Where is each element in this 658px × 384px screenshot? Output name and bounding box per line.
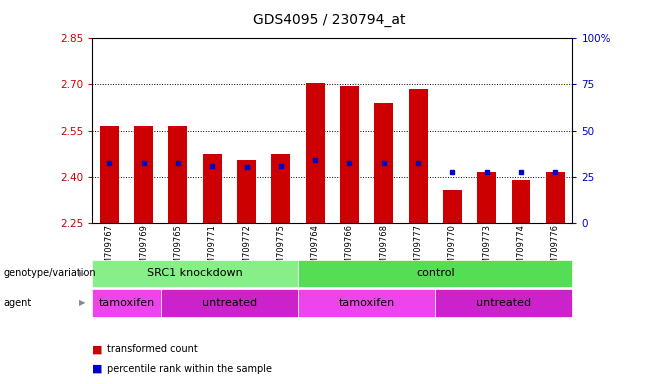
Bar <box>203 154 222 223</box>
Bar <box>306 83 324 223</box>
Text: untreated: untreated <box>476 298 532 308</box>
Text: ■: ■ <box>92 364 103 374</box>
Text: control: control <box>416 268 455 278</box>
Bar <box>477 172 496 223</box>
Text: untreated: untreated <box>202 298 257 308</box>
Text: ▶: ▶ <box>79 298 86 308</box>
Text: ■: ■ <box>92 344 103 354</box>
Text: agent: agent <box>3 298 32 308</box>
Bar <box>271 154 290 223</box>
Bar <box>546 172 565 223</box>
Bar <box>237 160 256 223</box>
Text: transformed count: transformed count <box>107 344 197 354</box>
Bar <box>374 103 393 223</box>
Bar <box>409 89 428 223</box>
Bar <box>443 190 462 223</box>
Text: SRC1 knockdown: SRC1 knockdown <box>147 268 243 278</box>
Text: tamoxifen: tamoxifen <box>98 298 155 308</box>
Bar <box>134 126 153 223</box>
Bar <box>340 86 359 223</box>
Bar <box>511 180 530 223</box>
Text: GDS4095 / 230794_at: GDS4095 / 230794_at <box>253 13 405 27</box>
Text: percentile rank within the sample: percentile rank within the sample <box>107 364 272 374</box>
Text: genotype/variation: genotype/variation <box>3 268 96 278</box>
Bar <box>100 126 118 223</box>
Text: ▶: ▶ <box>79 269 86 278</box>
Text: tamoxifen: tamoxifen <box>338 298 395 308</box>
Bar <box>168 126 188 223</box>
